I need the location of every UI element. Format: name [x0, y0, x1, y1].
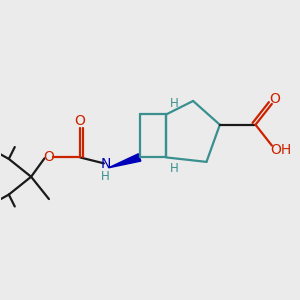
Polygon shape — [108, 154, 141, 168]
Text: OH: OH — [271, 143, 292, 157]
Text: N: N — [100, 157, 111, 171]
Text: O: O — [75, 114, 86, 128]
Text: O: O — [43, 150, 54, 164]
Text: H: H — [170, 162, 179, 175]
Text: H: H — [170, 97, 179, 110]
Text: H: H — [101, 170, 110, 183]
Text: O: O — [269, 92, 280, 106]
